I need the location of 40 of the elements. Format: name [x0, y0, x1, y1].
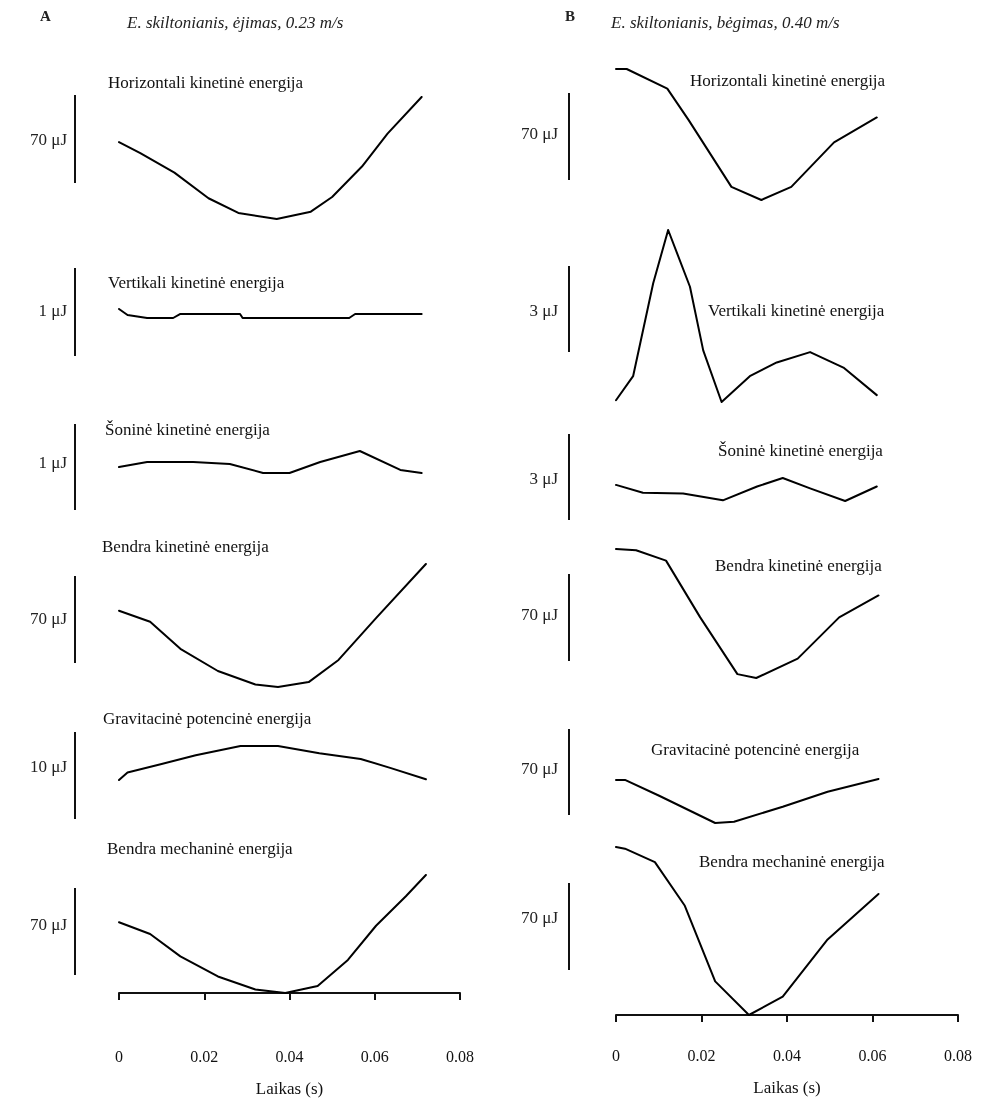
chart-title: Horizontali kinetinė energija	[108, 73, 304, 92]
x-tick-label: 0.04	[275, 1047, 304, 1065]
y-axis-title: 1 μJ	[38, 300, 68, 320]
chart-title: Bendra kinetinė energija	[715, 556, 883, 575]
y-axis-title: 3 μJ	[529, 468, 559, 488]
x-tick-label: 0	[115, 1047, 123, 1065]
x-tick-label: 0.06	[858, 1046, 887, 1064]
chart-title: Šoninė kinetinė energija	[105, 420, 271, 439]
x-tick-label: 0.08	[944, 1046, 972, 1064]
x-tick-label: 0.04	[773, 1046, 801, 1064]
chart-title: Gravitacinė potencinė energija	[103, 709, 312, 728]
y-axis-title: 70 μJ	[521, 758, 559, 778]
x-tick-label: 0.02	[687, 1046, 716, 1064]
y-axis-title: 70 μJ	[30, 914, 68, 934]
x-axis-title: Laikas (s)	[753, 1078, 821, 1097]
x-axis-title: Laikas (s)	[255, 1079, 324, 1098]
chart-title: Bendra mechaninė energija	[699, 852, 886, 871]
chart-title: Bendra kinetinė energija	[102, 537, 270, 556]
x-tick-label: 0.06	[360, 1047, 389, 1065]
x-tick-label: 0.08	[446, 1047, 474, 1065]
text: B	[565, 7, 576, 24]
x-tick-label: 0	[612, 1046, 620, 1064]
y-axis-title: 70 μJ	[521, 123, 559, 143]
x-tick-label: 0.02	[190, 1047, 219, 1065]
y-axis-title: 70 μJ	[521, 604, 559, 624]
chart-title: Horizontali kinetinė energija	[690, 71, 886, 90]
y-axis-title: 1 μJ	[38, 452, 68, 472]
chart-title: Vertikali kinetinė energija	[108, 273, 285, 292]
chart-title: Šoninė kinetinė energija	[718, 441, 884, 460]
chart-title: Gravitacinė potencinė energija	[651, 740, 860, 759]
text: A	[40, 7, 51, 24]
text: E. skiltonianis, ėjimas, 0.23 m/s	[126, 13, 344, 32]
chart-title: Bendra mechaninė energija	[107, 839, 294, 858]
y-axis-title: 70 μJ	[521, 907, 559, 927]
text: Vertikali kinetinė energija	[708, 301, 885, 320]
text: E. skiltonianis, bėgimas, 0.40 m/s	[610, 13, 840, 32]
y-axis-title: 3 μJ	[529, 300, 559, 320]
y-axis-title: 10 μJ	[30, 756, 68, 776]
y-axis-title: 70 μJ	[30, 129, 68, 149]
y-axis-title: 70 μJ	[30, 608, 68, 628]
